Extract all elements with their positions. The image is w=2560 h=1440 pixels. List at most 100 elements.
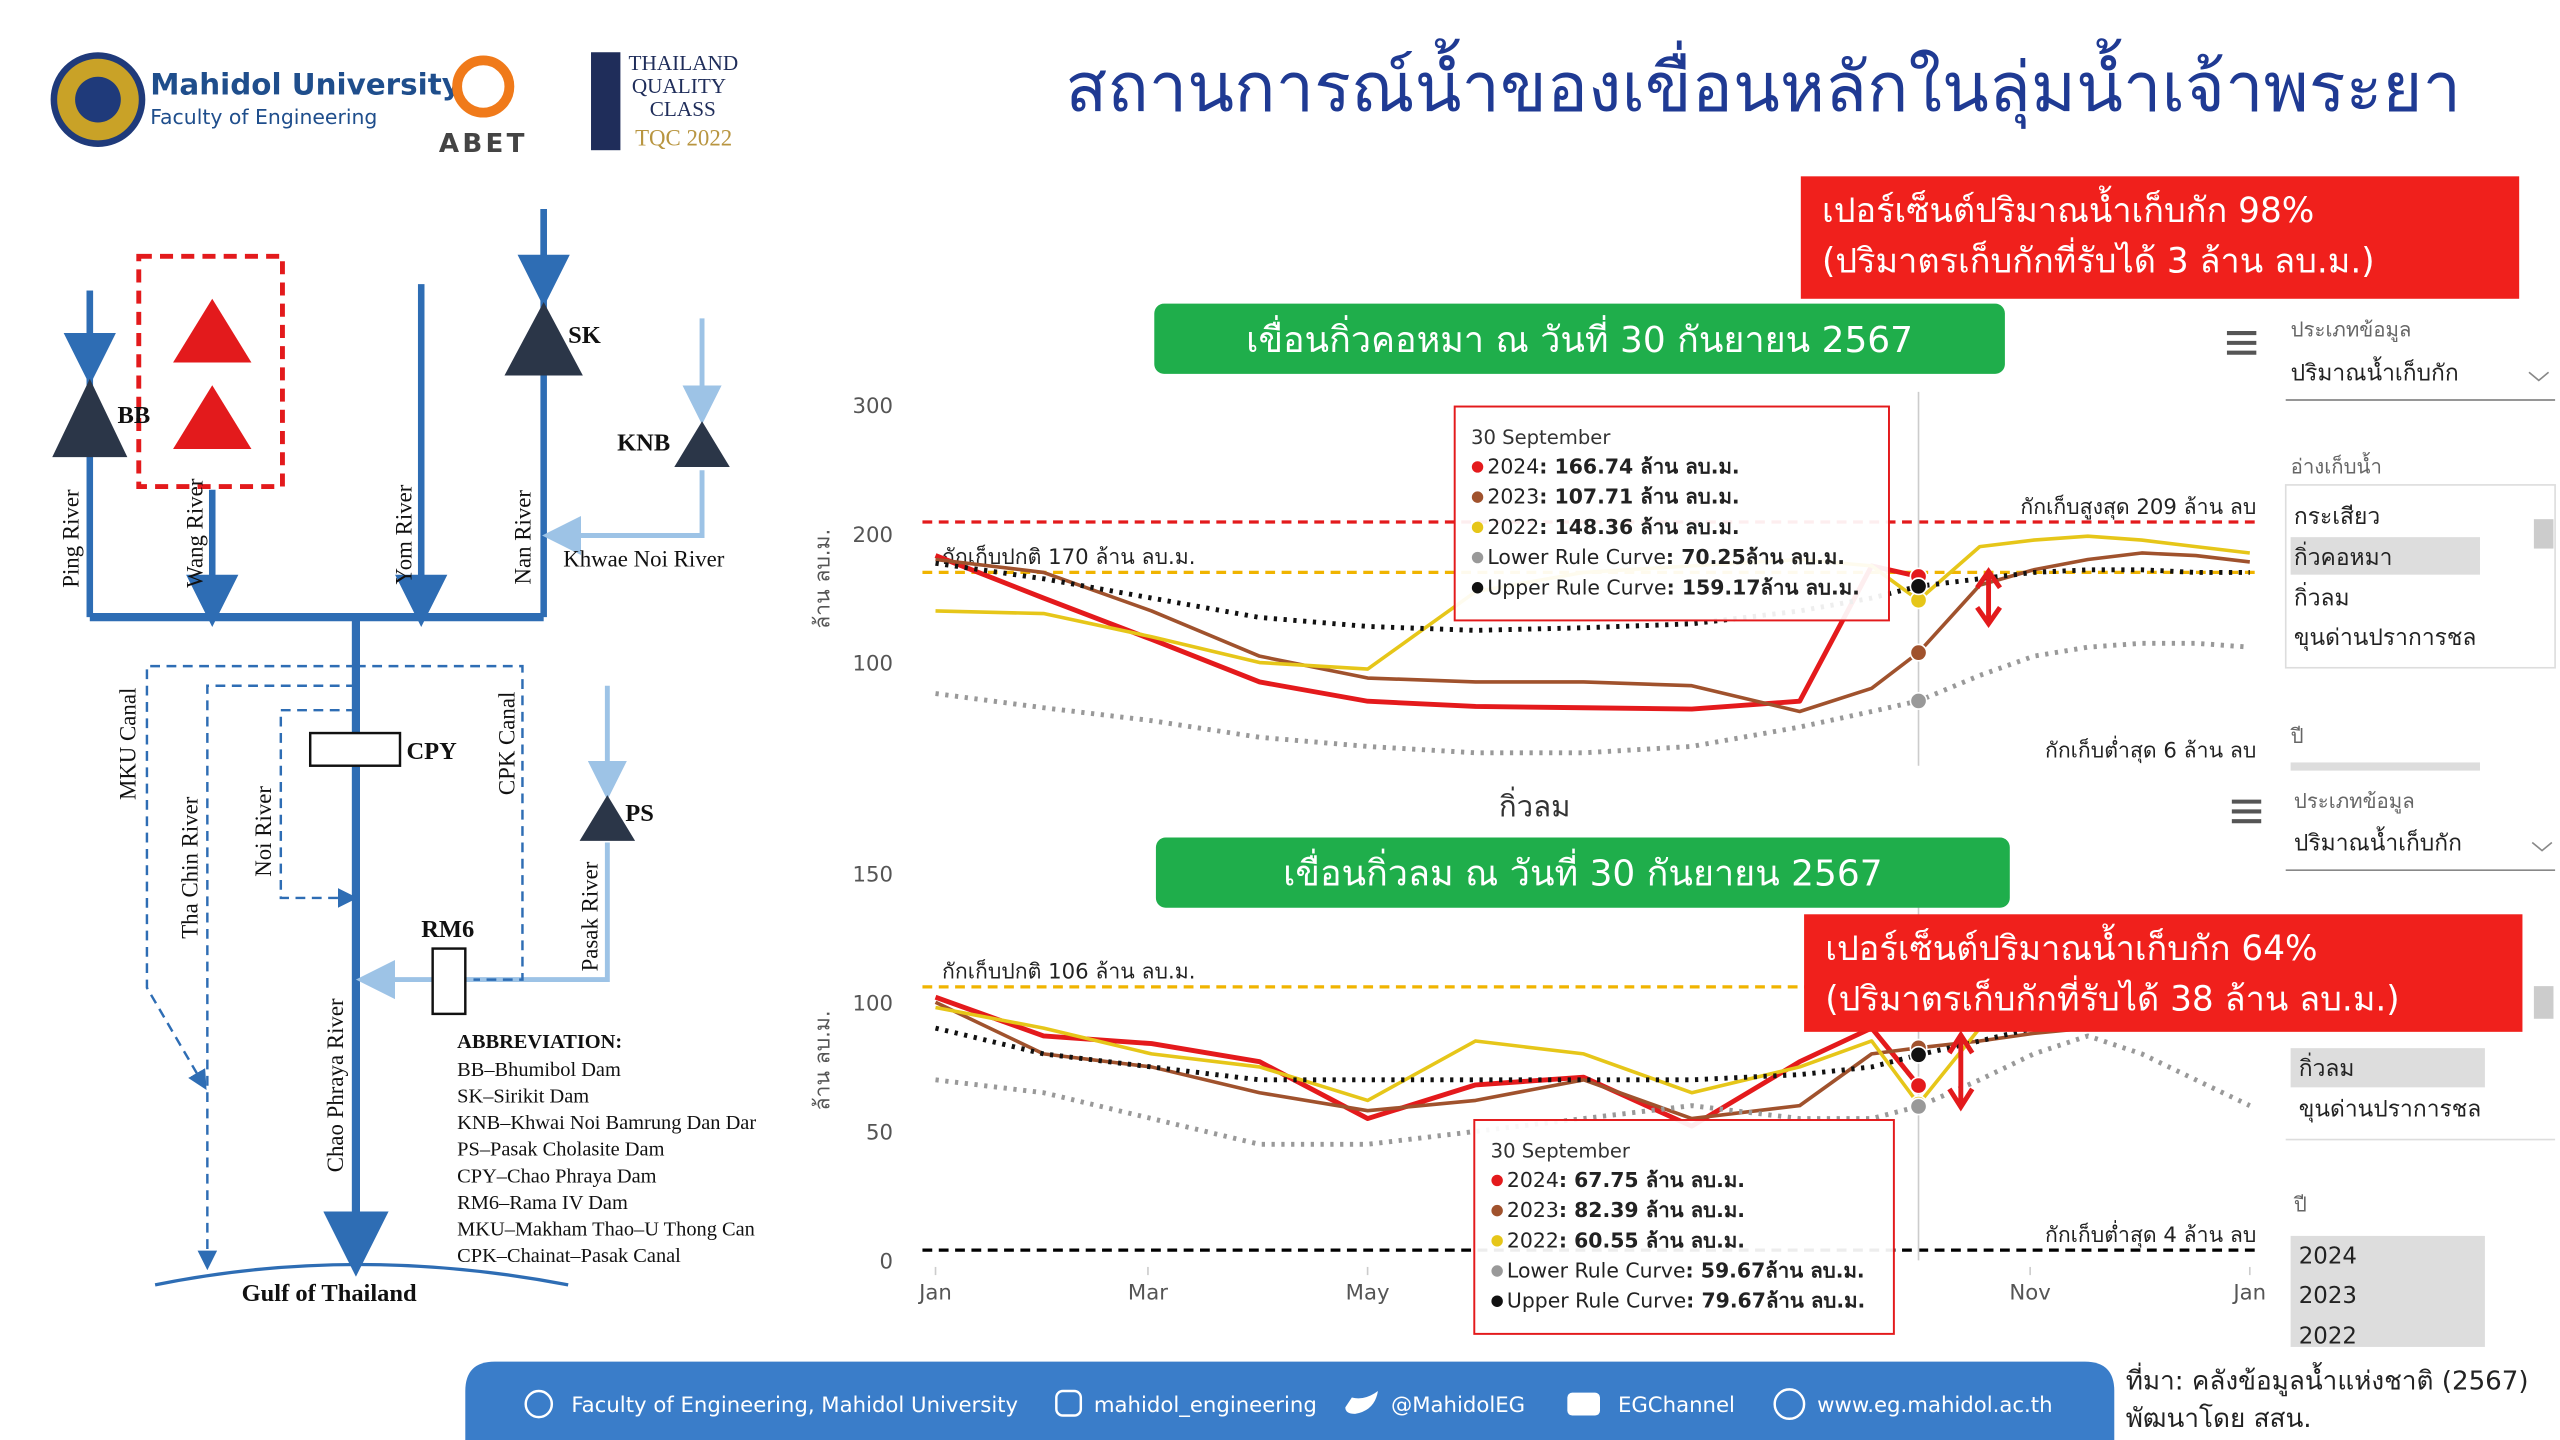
tooltip-dot [1491,1295,1503,1307]
x-tick-label: Jan [2231,1281,2266,1306]
list-item[interactable]: กิ่วคอหมา [2294,541,2393,571]
dropdown-value[interactable]: ปริมาณน้ำเก็บกัก [2291,356,2459,386]
tooltip-value: : 67.75 ล้าน ลบ.ม. [1559,1168,1745,1192]
shape-polygon [52,378,128,458]
shape-path [1345,1391,1378,1414]
alert-text: (ปริมาตรเก็บกักที่รับได้ 38 ล้าน ลบ.ม.) [1825,976,2399,1020]
hover-marker [1909,1076,1928,1095]
plot-line-label: กักเก็บต่ำสุด 4 ล้าน ลบ [2045,1220,2256,1248]
banner [1154,303,2005,374]
control-label: ประเภทข้อมูล [2294,789,2415,814]
source: ที่มา: คลังข้อมูลน้ำแห่งชาติ (2567) [2126,1361,2529,1396]
hover-marker [1909,691,1928,710]
list-item[interactable]: ขุนด่านปราการชล [2294,625,2477,651]
gulf-label: Gulf of Thailand [242,1280,417,1307]
y-axis-title: ล้าน ลบ.ม. [810,1010,835,1110]
tooltip-value: : 148.36 ล้าน ลบ.ม. [1539,515,1739,539]
shape-polygon [173,385,252,449]
x-tick-label: May [1346,1281,1390,1306]
y-tick-label: 0 [880,1250,894,1275]
tooltip-title: 30 September [1491,1140,1631,1163]
shape-rect [136,253,285,489]
tooltip-dot [1471,551,1484,564]
tooltip-row: 2023: 107.71 ล้าน ลบ.ม. [1487,485,1739,509]
series-line [935,1033,2251,1147]
dropdown-line [2285,841,2556,872]
y-axis-title: ล้าน ลบ.ม. [810,529,835,629]
abbreviation-item: KNB–Khwai Noi Bamrung Dan Dar [457,1112,756,1134]
list-item[interactable]: กิ่วลม [2294,582,2350,612]
control-panel: ประเภทข้อมูล ปริมาณน้ำเก็บกัก อ่างเก็บน้… [2226,317,2556,1350]
tooltip-row: Upper Rule Curve: 159.17ล้าน ลบ.ม. [1487,575,1860,599]
y-tick-label: 300 [853,394,894,419]
abet: ABET [439,129,528,159]
tqc-line: QUALITY [632,74,726,98]
river-label: Chao Phraya River [323,998,348,1172]
shape-rect [431,947,467,1016]
list-item[interactable]: 2023 [2299,1283,2357,1309]
header: Mahidol University Faculty of Engineerin… [50,38,2461,159]
x-tick-label: Jan [917,1281,952,1306]
year-list [2290,1235,2485,1347]
footer-link[interactable]: @MahidolEG [1391,1393,1525,1418]
shape-path [542,470,705,556]
list-item[interactable]: 2022 [2299,1324,2357,1350]
shape-path [154,1262,569,1287]
tooltip-value: : 60.55 ล้าน ลบ.ม. [1559,1228,1745,1252]
tooltip-value: : 159.17ล้าน ลบ.ม. [1667,575,1860,599]
faculty: Faculty of Engineering [150,105,377,129]
list-box [2284,484,2556,669]
abbreviation-title: ABBREVIATION: [457,1031,622,1053]
series-line [935,551,2251,714]
tooltip-value: : 79.67ล้าน ลบ.ม. [1686,1289,1865,1313]
dam-label: BB [118,402,151,429]
shape-path [355,842,610,1000]
tooltip-series: Lower Rule Curve [1507,1259,1686,1283]
dam-label: PS [625,800,654,827]
menu-icon[interactable] [2231,799,2262,824]
hover-marker [1909,577,1928,596]
abbreviation-list: BB–Bhumibol Dam SK–Sirikit Dam KNB–Khwai N… [457,1059,756,1267]
chart-kew-kho-ma: 100 200 300 ล้าน ลบ.ม. กักเก็บสูงสุด 209 ล้า… [810,391,2257,766]
abbreviation-item: MKU–Makham Thao–U Thong Can [457,1219,755,1241]
dropdown-line [2285,371,2556,401]
dropdown-value[interactable]: ปริมาณน้ำเก็บกัก [2294,827,2462,857]
footer-link[interactable]: EGChannel [1618,1393,1735,1418]
list-item[interactable]: กระเสียว [2294,504,2380,530]
scrollbar [2533,986,2554,1019]
alert-text: เปอร์เซ็นต์ปริมาณน้ำเก็บกัก 64% [1825,923,2317,969]
footer-link[interactable]: www.eg.mahidol.ac.th [1817,1393,2052,1418]
dam-label: RM6 [421,916,474,943]
alert-text: เปอร์เซ็นต์ปริมาณน้ำเก็บกัก 98% [1822,185,2314,231]
tooltip-value: : 70.25ล้าน ลบ.ม. [1666,545,1845,569]
control-label: ปี [2293,1192,2307,1216]
river-label: Nan River [511,490,536,585]
plot-line-label: กักเก็บสูงสุด 209 ล้าน ลบ [2020,493,2256,520]
river-label: Wang River [182,478,207,588]
banner [1155,837,2010,908]
tooltip-row: Lower Rule Curve: 59.67ล้าน ลบ.ม. [1507,1259,1865,1283]
list-item[interactable]: 2024 [2299,1244,2357,1270]
y-tick-label: 100 [853,992,894,1017]
shape-polygon [504,302,583,376]
tooltip-dot [1471,461,1484,473]
tooltip-value: : 59.67ล้าน ลบ.ม. [1686,1259,1865,1283]
tooltip-dot [1491,1204,1503,1217]
menu-icon[interactable] [2226,331,2257,355]
shape-path [465,1361,2115,1440]
list-item[interactable]: กิ่วลม [2299,1052,2355,1082]
shape-circle [75,76,121,123]
shape-path [279,708,358,908]
university: Mahidol University [150,68,461,102]
shape-circle [1773,1388,1806,1420]
footer-link[interactable]: mahidol_engineering [1094,1393,1317,1418]
tooltip-dot [1471,521,1484,534]
river-label: Tha Chin River [178,796,203,939]
dam-label: CPY [407,738,458,765]
list-item[interactable]: ขุนด่านปราการชล [2299,1097,2482,1123]
alert-text: (ปริมาตรเก็บกักที่รับได้ 3 ล้าน ลบ.ม.) [1822,238,2375,282]
tooltip-dot [1491,1174,1503,1187]
footer-link[interactable]: Faculty of Engineering, Mahidol Universi… [571,1393,1018,1418]
footer: Faculty of Engineering, Mahidol Universi… [465,1361,2529,1440]
